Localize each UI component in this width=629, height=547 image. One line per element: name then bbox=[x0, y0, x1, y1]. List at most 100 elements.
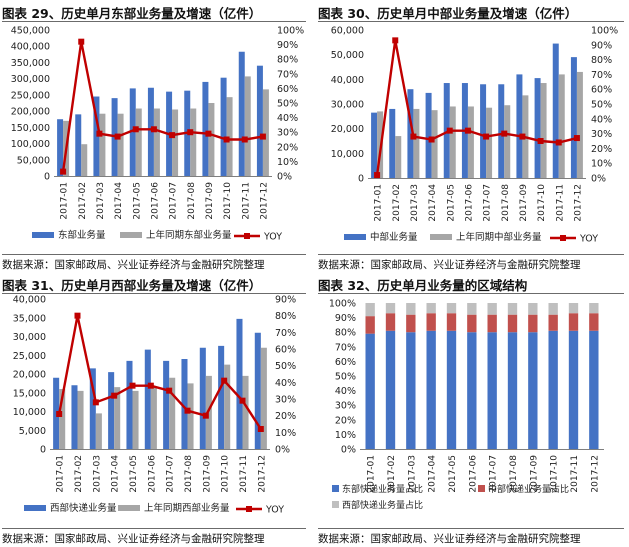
legend-swatch bbox=[32, 232, 54, 238]
y2-tick-label: 90% bbox=[591, 40, 612, 51]
bar bbox=[117, 113, 124, 176]
chart-svg: 0 5,000 10,000 15,000 20,000 25,000 30,000 35,0… bbox=[13, 295, 296, 516]
x-tick-label: 2017-02 bbox=[74, 455, 84, 493]
source-divider bbox=[318, 254, 624, 255]
y-tick-label: 20,000 bbox=[13, 370, 46, 381]
bar bbox=[89, 368, 96, 449]
x-tick-label: 2017-11 bbox=[555, 184, 565, 222]
bar bbox=[114, 387, 121, 449]
x-tick-label: 2017-08 bbox=[509, 455, 519, 493]
yoy-marker bbox=[78, 38, 85, 45]
legend-swatch bbox=[120, 232, 142, 238]
bar bbox=[181, 359, 188, 449]
yoy-marker bbox=[519, 133, 526, 140]
bar-segment bbox=[528, 332, 538, 449]
legend-label: 上年同期中部业务量 bbox=[456, 231, 542, 243]
y2-tick-label: 0% bbox=[591, 174, 606, 185]
bar bbox=[224, 364, 231, 449]
legend-label: 西部快递业务量占比 bbox=[342, 499, 423, 511]
y-tick-label: 20,000 bbox=[331, 124, 364, 135]
y-tick-label: 450,000 bbox=[11, 26, 50, 37]
bar bbox=[132, 390, 139, 449]
bar bbox=[163, 360, 170, 449]
x-tick-label: 2017-12 bbox=[573, 184, 583, 222]
y2-tick-label: 10% bbox=[591, 159, 612, 170]
bar-segment bbox=[487, 332, 497, 449]
x-tick-label: 2017-11 bbox=[239, 455, 249, 493]
bar bbox=[190, 108, 197, 176]
y2-tick-label: 100% bbox=[277, 26, 304, 37]
bar-segment bbox=[589, 303, 599, 314]
legend-label: 中部快递业务量占比 bbox=[488, 483, 569, 495]
y-tick-label: 35,000 bbox=[13, 313, 46, 324]
legend-label: 东部快递业务量占比 bbox=[342, 483, 423, 495]
y-tick-label: 30,000 bbox=[331, 100, 364, 111]
bar-segment bbox=[507, 332, 518, 449]
legend-label: 上年同期西部业务量 bbox=[144, 502, 230, 514]
title-divider bbox=[2, 293, 306, 294]
bar bbox=[449, 106, 456, 178]
bar bbox=[262, 89, 269, 176]
x-tick-label: 2017-03 bbox=[96, 182, 106, 220]
x-tick-label: 2017-06 bbox=[150, 182, 160, 220]
x-tick-label: 2017-01 bbox=[374, 184, 384, 222]
legend-marker bbox=[244, 233, 250, 239]
bar-segment bbox=[528, 314, 538, 333]
y2-tick-label: 0% bbox=[277, 172, 292, 183]
bar bbox=[199, 347, 206, 449]
bar bbox=[516, 74, 523, 178]
yoy-marker bbox=[223, 136, 230, 143]
y2-tick-label: 50% bbox=[277, 99, 298, 110]
bar bbox=[99, 113, 106, 176]
yoy-marker bbox=[205, 130, 212, 137]
legend-marker bbox=[560, 235, 566, 241]
yoy-marker bbox=[60, 168, 67, 175]
bar-segment bbox=[548, 330, 558, 449]
y-tick-label: 15,000 bbox=[13, 388, 46, 399]
title-divider bbox=[318, 21, 624, 22]
source-divider bbox=[2, 254, 306, 255]
bar-segment bbox=[365, 333, 375, 449]
y2-tick-label: 90% bbox=[277, 40, 298, 51]
yoy-line bbox=[61, 41, 264, 172]
bar bbox=[238, 51, 245, 176]
x-tick-label: 2017-09 bbox=[202, 455, 212, 493]
y2-tick-label: 50% bbox=[275, 361, 296, 372]
yoy-marker bbox=[239, 397, 246, 404]
chart-panel-3: 图表 31、历史单月西部业务量及增速（亿件） 0 5,000 10,000 15,00… bbox=[2, 273, 310, 547]
yoy-marker bbox=[96, 130, 103, 137]
yoy-marker bbox=[555, 139, 562, 146]
bar-segment bbox=[385, 330, 396, 449]
bar bbox=[53, 377, 60, 449]
legend-swatch bbox=[430, 234, 452, 240]
bar bbox=[552, 43, 559, 178]
yoy-marker bbox=[392, 37, 399, 44]
chart-title: 图表 30、历史单月中部业务量及增速（亿件） bbox=[318, 6, 578, 21]
legend-label: 上年同期东部业务量 bbox=[146, 229, 232, 241]
x-tick-label: 2017-01 bbox=[60, 182, 70, 220]
x-tick-label: 2017-04 bbox=[428, 184, 438, 222]
y2-tick-label: 30% bbox=[277, 128, 298, 139]
y2-tick-label: 40% bbox=[277, 113, 298, 124]
x-tick-label: 2017-01 bbox=[367, 455, 377, 493]
x-tick-label: 2017-08 bbox=[187, 182, 197, 220]
bar-segment bbox=[467, 303, 477, 315]
y-tick-label: 60,000 bbox=[331, 26, 364, 37]
title-divider bbox=[318, 293, 624, 294]
y-tick-label: 150,000 bbox=[11, 123, 50, 134]
y2-tick-label: 30% bbox=[591, 129, 612, 140]
y-tick-label: 400,000 bbox=[11, 42, 50, 53]
source-divider bbox=[318, 528, 624, 529]
bar bbox=[75, 114, 82, 176]
bar bbox=[413, 108, 420, 178]
bar bbox=[220, 77, 227, 176]
bar bbox=[59, 389, 66, 449]
bar bbox=[425, 92, 432, 178]
bar-segment bbox=[568, 313, 579, 331]
y2-tick-label: 60% bbox=[277, 84, 298, 95]
yoy-marker bbox=[132, 126, 139, 133]
x-tick-label: 2017-12 bbox=[259, 182, 269, 220]
legend-swatch bbox=[332, 485, 339, 492]
y-tick-label: 50,000 bbox=[17, 155, 50, 166]
x-tick-label: 2017-07 bbox=[169, 182, 179, 220]
